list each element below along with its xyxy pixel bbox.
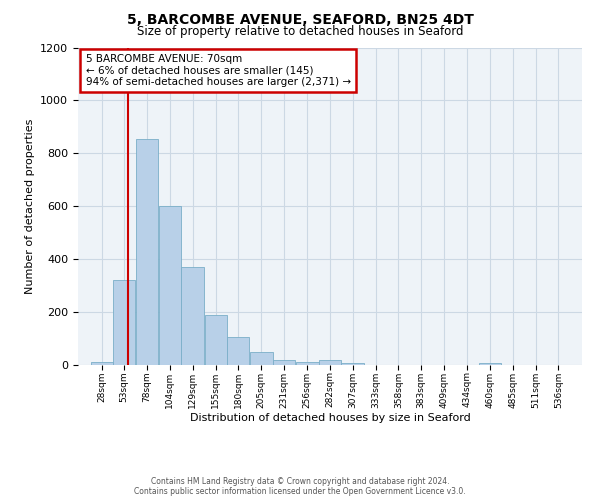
Text: 5, BARCOMBE AVENUE, SEAFORD, BN25 4DT: 5, BARCOMBE AVENUE, SEAFORD, BN25 4DT [127,12,473,26]
Text: 5 BARCOMBE AVENUE: 70sqm
← 6% of detached houses are smaller (145)
94% of semi-d: 5 BARCOMBE AVENUE: 70sqm ← 6% of detache… [86,54,350,87]
Text: Contains HM Land Registry data © Crown copyright and database right 2024.
Contai: Contains HM Land Registry data © Crown c… [134,476,466,496]
Bar [205,314,227,365]
Y-axis label: Number of detached properties: Number of detached properties [25,118,35,294]
Bar [479,363,501,365]
Bar [341,363,364,365]
Bar [136,139,158,365]
Bar [181,267,205,365]
Bar [91,362,113,365]
Bar [250,352,272,365]
Bar [319,360,341,365]
Bar [159,206,181,365]
Bar [296,362,319,365]
Bar [227,337,249,365]
Bar [273,360,295,365]
X-axis label: Distribution of detached houses by size in Seaford: Distribution of detached houses by size … [190,413,470,423]
Bar [113,280,135,365]
Text: Size of property relative to detached houses in Seaford: Size of property relative to detached ho… [137,25,463,38]
